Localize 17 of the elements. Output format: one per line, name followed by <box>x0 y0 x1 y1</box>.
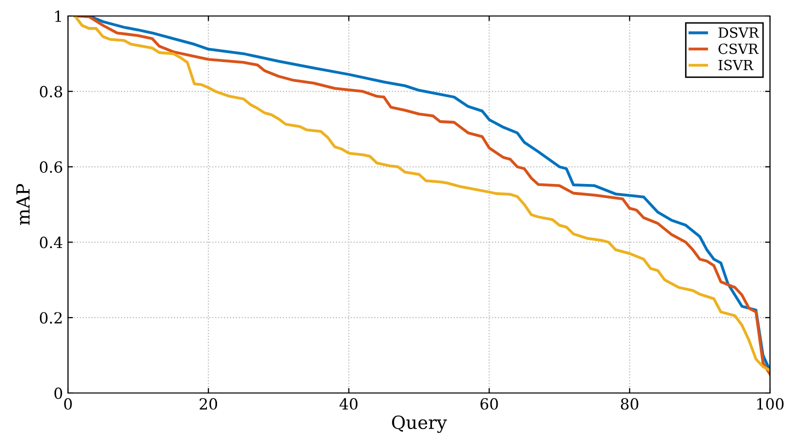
legend-label: CSVR <box>718 44 759 54</box>
y-tick-label: 0.4 <box>40 236 62 248</box>
x-tick-label: 80 <box>620 398 638 410</box>
x-tick-label: 0 <box>64 398 72 410</box>
y-tick-label: 1 <box>55 10 61 22</box>
x-axis-title: Query <box>392 415 447 433</box>
legend-label: ISVR <box>718 60 754 70</box>
legend-label: DSVR <box>718 27 760 38</box>
y-axis-title: mAP <box>16 184 30 226</box>
x-tick-label: 40 <box>340 398 358 410</box>
x-tick-label: 100 <box>757 398 784 410</box>
y-tick-label: 0.6 <box>40 161 62 173</box>
y-tick-label: 0.8 <box>40 86 62 98</box>
y-tick-label: 0 <box>54 387 62 400</box>
x-tick-label: 20 <box>200 398 218 410</box>
y-tick-label: 0.2 <box>40 312 62 324</box>
x-tick-label: 60 <box>480 398 498 410</box>
